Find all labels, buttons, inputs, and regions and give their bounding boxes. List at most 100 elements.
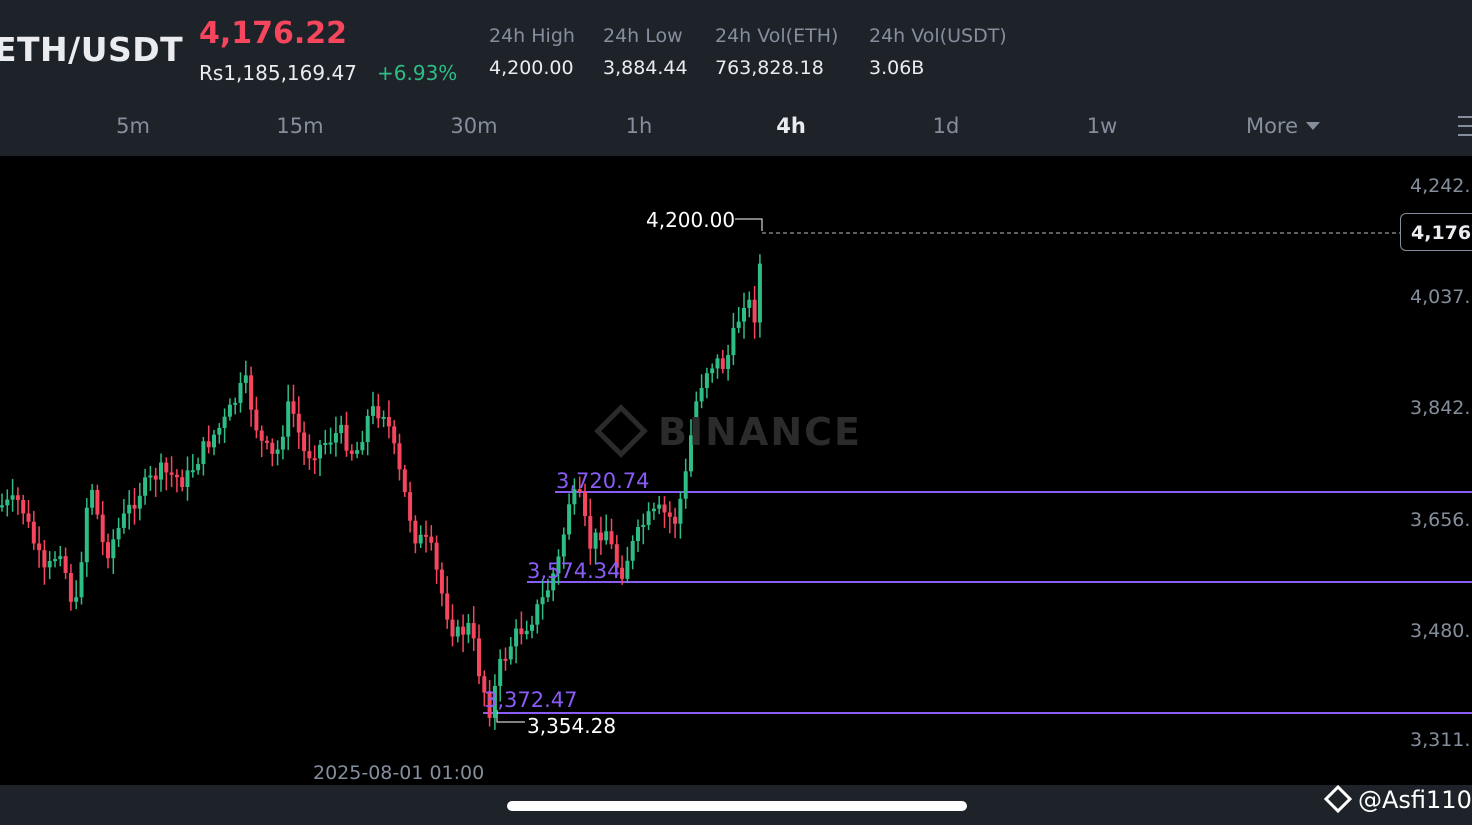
y-axis-label: 3,480.	[1410, 620, 1471, 642]
stat-24h-low-label: 24h Low	[603, 25, 683, 47]
candle-body	[323, 443, 328, 446]
candle-body	[556, 556, 561, 574]
candle-body	[455, 626, 460, 637]
candle-body	[445, 593, 450, 620]
candle-body	[360, 442, 365, 451]
candle-body	[683, 471, 688, 499]
candle-body	[233, 402, 238, 405]
candle-body	[397, 443, 402, 470]
candle-body	[365, 415, 370, 443]
candle-body	[5, 499, 10, 506]
candle-body	[514, 628, 519, 647]
candle-body	[90, 489, 95, 508]
candle-body	[254, 409, 259, 431]
candle-body	[492, 685, 497, 718]
candle-body	[752, 299, 757, 323]
candle-body	[429, 536, 434, 543]
candlestick-chart[interactable]	[0, 156, 1472, 785]
candle-body	[402, 469, 407, 493]
candle-body	[270, 442, 275, 454]
candle-body	[609, 531, 614, 545]
candle-body	[212, 434, 216, 448]
candle-body	[121, 513, 126, 528]
candle-body	[651, 508, 656, 512]
candle-body	[503, 658, 508, 661]
candle-body	[376, 406, 381, 419]
level-label-3[interactable]: 3,372.47	[484, 688, 578, 712]
home-indicator[interactable]	[507, 801, 967, 811]
candle-body	[641, 524, 646, 528]
candle-body	[371, 406, 375, 416]
current-price-tag[interactable]: 4,176.	[1400, 213, 1472, 251]
candle-body	[169, 472, 174, 475]
candle-body	[0, 505, 4, 508]
candle-body	[747, 299, 752, 308]
candle-body	[461, 626, 466, 635]
candle-body	[593, 532, 598, 549]
candle-body	[53, 559, 57, 562]
candle-body	[673, 516, 678, 524]
candle-body	[424, 534, 428, 537]
candle-body	[111, 539, 116, 559]
trading-pair[interactable]: ETH/USDT	[0, 30, 184, 69]
candle-body	[620, 567, 625, 579]
tab-1d[interactable]: 1d	[932, 114, 960, 138]
candle-body	[222, 416, 227, 428]
candle-body	[689, 435, 693, 472]
candle-body	[206, 441, 211, 448]
candle-body	[185, 470, 190, 488]
candle-body	[614, 544, 619, 568]
candle-body	[355, 450, 360, 454]
low-marker	[496, 710, 525, 723]
candle-body	[31, 521, 36, 544]
tab-30m[interactable]: 30m	[450, 114, 498, 138]
tab-4h[interactable]: 4h	[776, 114, 806, 138]
stat-24h-vol-usdt-label: 24h Vol(USDT)	[869, 25, 1007, 47]
chart-settings-icon[interactable]	[1458, 116, 1472, 136]
candle-body	[339, 424, 344, 434]
tab-15m[interactable]: 15m	[276, 114, 324, 138]
binance-logo-icon	[1323, 784, 1353, 814]
candle-body	[408, 492, 413, 521]
tab-1w[interactable]: 1w	[1086, 114, 1118, 138]
candle-body	[545, 590, 550, 598]
candle-body	[291, 401, 296, 414]
candle-body	[100, 514, 105, 543]
y-axis-label: 3,842.	[1410, 397, 1471, 419]
binance-logo-icon	[594, 403, 648, 458]
candle-body	[720, 358, 725, 369]
tab-more[interactable]: More	[1246, 114, 1321, 138]
candle-body	[583, 491, 587, 517]
level-label-1[interactable]: 3,720.74	[556, 469, 650, 493]
candle-body	[487, 692, 492, 718]
candle-body	[657, 504, 662, 509]
candle-body	[280, 436, 285, 450]
candle-body	[259, 430, 264, 441]
candle-body	[678, 498, 683, 524]
candle-body	[572, 489, 577, 505]
stat-24h-vol-eth-label: 24h Vol(ETH)	[715, 25, 839, 47]
candle-body	[201, 441, 206, 465]
candle-body	[127, 504, 132, 514]
candle-body	[535, 604, 540, 625]
caret-down-icon	[1306, 121, 1321, 130]
candle-body	[42, 550, 47, 568]
candle-body	[302, 432, 307, 452]
candle-body	[418, 534, 423, 544]
candle-body	[79, 562, 84, 598]
candle-body	[116, 527, 121, 540]
tab-1h[interactable]: 1h	[625, 114, 653, 138]
candle-body	[180, 477, 185, 488]
y-axis-label: 3,311.	[1410, 729, 1471, 751]
candle-body	[26, 513, 31, 522]
author-name: @Asfi110	[1358, 786, 1472, 814]
tab-5m[interactable]: 5m	[116, 114, 150, 138]
candle-body	[519, 628, 524, 635]
candle-body	[143, 477, 148, 496]
candle-body	[710, 368, 715, 374]
candle-body	[699, 387, 704, 402]
level-label-2[interactable]: 3,574.34	[527, 559, 621, 583]
author-tag: @Asfi110	[1323, 784, 1472, 814]
candle-body	[471, 623, 476, 639]
x-axis-time-label: 2025-08-01 01:00	[313, 762, 485, 784]
